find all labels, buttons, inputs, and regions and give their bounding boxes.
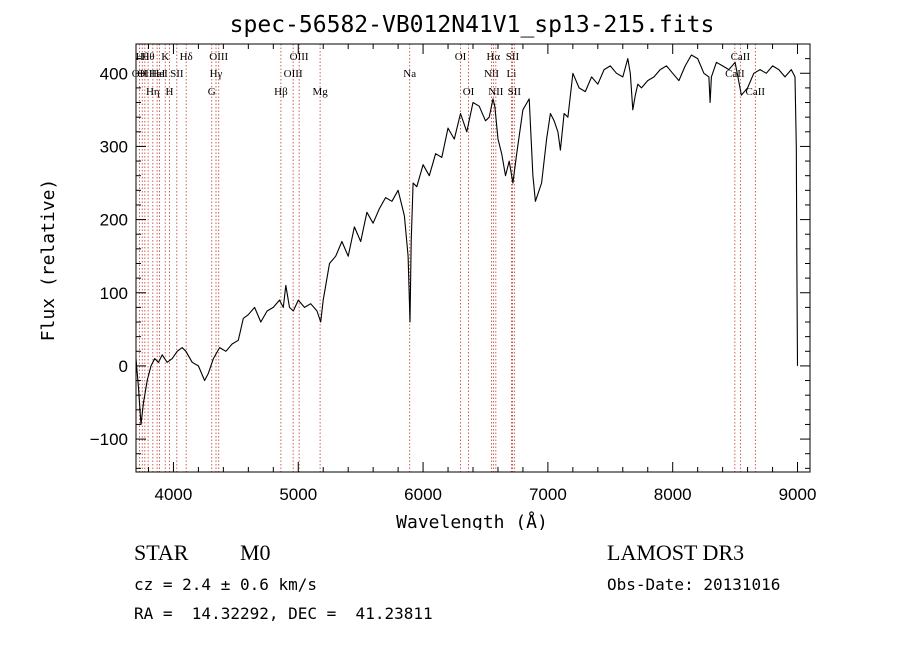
x-tick-label-2: 6000 xyxy=(404,485,442,504)
line-marker-label-5: HeI xyxy=(149,68,166,80)
plot-frame xyxy=(135,43,811,473)
line-marker-label-18: Na xyxy=(403,68,416,80)
object-class: STAR xyxy=(134,540,189,565)
line-marker-label-8: H xyxy=(165,86,173,98)
line-marker-label-7: K xyxy=(161,51,169,63)
y-tick-label-1: 0 xyxy=(119,357,128,376)
y-tick-label-2: 100 xyxy=(100,284,128,303)
line-marker-label-11: G xyxy=(208,86,216,98)
chart-title: spec-56582-VB012N41V1_sp13-215.fits xyxy=(230,12,715,38)
line-marker-label-1: Hθ xyxy=(136,51,149,63)
survey-label: LAMOST DR3 xyxy=(607,540,745,565)
x-tick-label-5: 9000 xyxy=(779,485,817,504)
line-marker-label-9: SII xyxy=(170,68,184,80)
line-marker-label-13: OIII xyxy=(209,51,228,63)
line-marker-label-4: Hη xyxy=(146,86,160,98)
line-marker-label-28: CaII xyxy=(731,51,751,63)
series-line-flux xyxy=(135,54,799,425)
line-marker-label-22: Hα xyxy=(486,51,500,63)
line-marker-label-17: Mg xyxy=(312,86,328,98)
obs-date-text: Obs-Date: 20131016 xyxy=(607,575,781,594)
line-marker-label-15: OIII xyxy=(284,68,303,80)
series-group xyxy=(135,54,799,425)
y-axis-label: Flux (relative) xyxy=(38,179,59,342)
line-marker-label-24: Li xyxy=(507,68,517,80)
x-tick-label-3: 7000 xyxy=(529,485,567,504)
line-marker-label-6: HeI xyxy=(151,68,168,80)
line-marker-label-12: Hγ xyxy=(210,68,223,80)
line-marker-label-14: Hβ xyxy=(274,86,288,98)
object-subclass: M0 xyxy=(240,540,271,565)
x-tick-label-1: 5000 xyxy=(279,485,317,504)
coordinates-text: RA = 14.32292, DEC = 41.23811 xyxy=(134,604,433,623)
line-marker-label-21: NII xyxy=(484,68,500,80)
redshift-text: cz = 2.4 ± 0.6 km/s xyxy=(134,575,318,594)
line-marker-label-16: OIII xyxy=(290,51,309,63)
line-marker-label-29: CaII xyxy=(746,86,766,98)
y-tick-label-4: 300 xyxy=(100,137,128,156)
axis-ticks: 4000 5000 6000 7000 8000 9000 −100 0 100 200 300 40… xyxy=(90,43,817,504)
line-marker-label-25: SII xyxy=(506,51,520,63)
spectrum-chart: spec-56582-VB012N41V1_sp13-215.fits OIIH… xyxy=(38,12,817,530)
y-tick-label-3: 200 xyxy=(100,211,128,230)
line-marker-label-20: OI xyxy=(463,86,475,98)
line-markers: OIIHθOIIHθHηHeIHeIKHSIIHδGHγOIIIHβOIIIOI… xyxy=(132,44,766,472)
y-tick-label-5: 400 xyxy=(100,64,128,83)
x-tick-label-4: 8000 xyxy=(654,485,692,504)
line-marker-label-27: CaII xyxy=(725,68,745,80)
y-tick-label-0: −100 xyxy=(90,430,128,449)
line-marker-label-23: NII xyxy=(488,86,504,98)
line-marker-label-19: OI xyxy=(455,51,467,63)
x-tick-label-0: 4000 xyxy=(155,485,193,504)
line-marker-label-10: Hδ xyxy=(180,51,193,63)
line-marker-label-2: OII xyxy=(137,68,153,80)
line-marker-label-3: Hθ xyxy=(141,51,154,63)
x-axis-label: Wavelength (Å) xyxy=(396,511,548,530)
line-marker-label-26: SII xyxy=(508,86,522,98)
